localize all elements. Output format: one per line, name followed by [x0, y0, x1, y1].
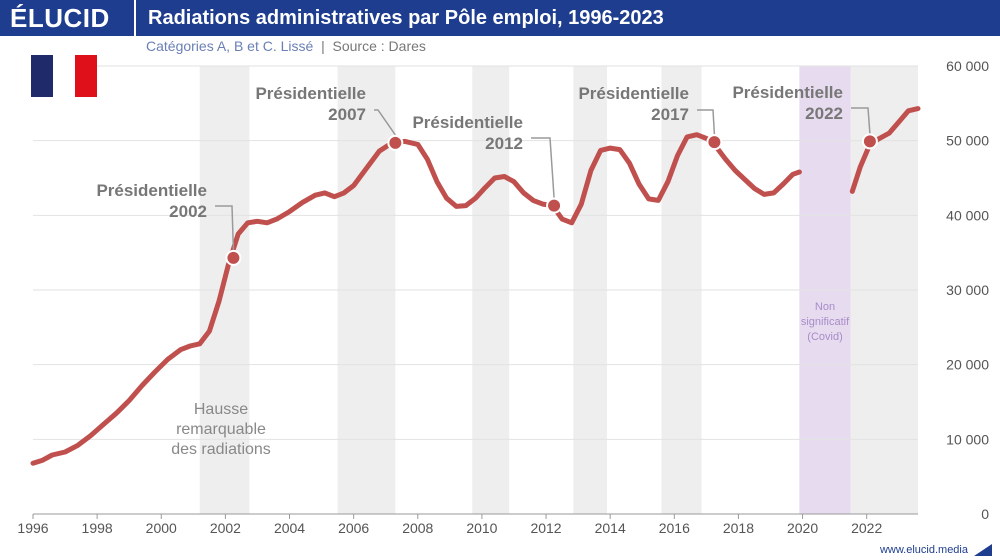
- france-flag: [31, 55, 97, 97]
- marker-label-line: 2002: [169, 202, 207, 221]
- y-axis-ticks: 0 10 000 20 000 30 000 40 000 50 000 60 000: [946, 58, 989, 522]
- marker-label-line: Présidentielle: [412, 113, 523, 132]
- flag-red-stripe: [75, 55, 97, 97]
- elucid-logo[interactable]: ÉLUCID: [10, 3, 110, 33]
- x-tick-label: 2008: [402, 520, 433, 536]
- series-line: [30, 132, 802, 466]
- marker-label: Présidentielle 2017: [578, 84, 689, 124]
- marker-label-line: 2012: [485, 134, 523, 153]
- marker-label-line: Présidentielle: [732, 83, 843, 102]
- x-tick-label: 2020: [787, 520, 818, 536]
- marker-label-line: Présidentielle: [255, 84, 366, 103]
- marker-leader-line: [531, 137, 555, 198]
- y-tick-label: 30 000: [946, 282, 989, 298]
- series-lines: [30, 106, 921, 466]
- election-marker: [706, 134, 723, 151]
- marker-label-line: 2017: [651, 105, 689, 124]
- marker-label: Présidentielle 2022: [732, 83, 843, 123]
- marker-leader-line: [374, 109, 396, 136]
- covid-label-line: (Covid): [807, 331, 842, 343]
- y-tick-label: 10 000: [946, 431, 989, 447]
- marker-label-line: Présidentielle: [96, 181, 207, 200]
- x-tick-label: 2006: [338, 520, 369, 536]
- marker-label: Présidentielle 2012: [412, 113, 523, 153]
- marker-leader-line: [697, 109, 716, 135]
- y-tick-label: 20 000: [946, 357, 989, 373]
- marker-leader-line: [215, 205, 235, 250]
- x-tick-label: 2010: [466, 520, 497, 536]
- x-tick-label: 2012: [530, 520, 561, 536]
- gridlines: [33, 65, 918, 515]
- subtitle-source: Source : Dares: [332, 38, 426, 54]
- header-bar: ÉLUCID Radiations administratives par Pô…: [0, 0, 1000, 36]
- subtitle-description: Catégories A, B et C. Lissé: [146, 38, 314, 54]
- marker-label: Présidentielle 2002: [96, 181, 207, 221]
- marker-label-line: Présidentielle: [578, 84, 689, 103]
- x-axis-ticks: 1996 1998 2000 2002 2004 2006 2008 2010 2012 2014…: [17, 514, 882, 536]
- election-marker: [546, 197, 563, 214]
- x-tick-label: 2000: [146, 520, 177, 536]
- annotations: Hausse remarquable des radiations: [171, 401, 271, 458]
- y-tick-label: 0: [981, 506, 989, 522]
- flag-white-stripe: [53, 55, 75, 97]
- x-tick-label: 2016: [659, 520, 690, 536]
- x-tick-label: 1996: [17, 520, 48, 536]
- covid-label-line: Non: [815, 301, 835, 313]
- chart-subtitle: Catégories A, B et C. Lissé | Source : D…: [146, 38, 426, 54]
- covid-label: Non significatif (Covid): [801, 301, 850, 343]
- marker-label-line: 2022: [805, 104, 843, 123]
- annotation-line: Hausse: [194, 401, 248, 418]
- marker-leader-line: [851, 107, 871, 134]
- footer: www.elucid.media: [880, 544, 992, 556]
- chart-title: Radiations administratives par Pôle empl…: [148, 7, 664, 29]
- subtitle-separator: |: [321, 38, 325, 54]
- annotation-label: Hausse remarquable des radiations: [171, 401, 271, 458]
- annotation-line: des radiations: [171, 441, 271, 458]
- y-tick-label: 60 000: [946, 58, 989, 74]
- x-tick-label: 2014: [595, 520, 626, 536]
- election-marker: [861, 133, 878, 150]
- x-tick-label: 2022: [851, 520, 882, 536]
- election-marker: [225, 249, 242, 266]
- covid-label-line: significatif: [801, 316, 850, 328]
- site-url[interactable]: www.elucid.media: [879, 544, 968, 556]
- marker-label: Présidentielle 2007: [255, 84, 366, 124]
- flag-blue-stripe: [31, 55, 53, 97]
- y-tick-label: 40 000: [946, 207, 989, 223]
- election-marker: [387, 134, 404, 151]
- header-separator: [134, 0, 136, 36]
- y-tick-label: 50 000: [946, 133, 989, 149]
- series-line: [849, 106, 921, 194]
- annotation-line: remarquable: [176, 421, 266, 438]
- elucid-mark-icon: [974, 544, 992, 556]
- x-tick-label: 2018: [723, 520, 754, 536]
- x-tick-label: 2004: [274, 520, 305, 536]
- x-tick-label: 2002: [210, 520, 241, 536]
- marker-label-line: 2007: [328, 105, 366, 124]
- x-tick-label: 1998: [82, 520, 113, 536]
